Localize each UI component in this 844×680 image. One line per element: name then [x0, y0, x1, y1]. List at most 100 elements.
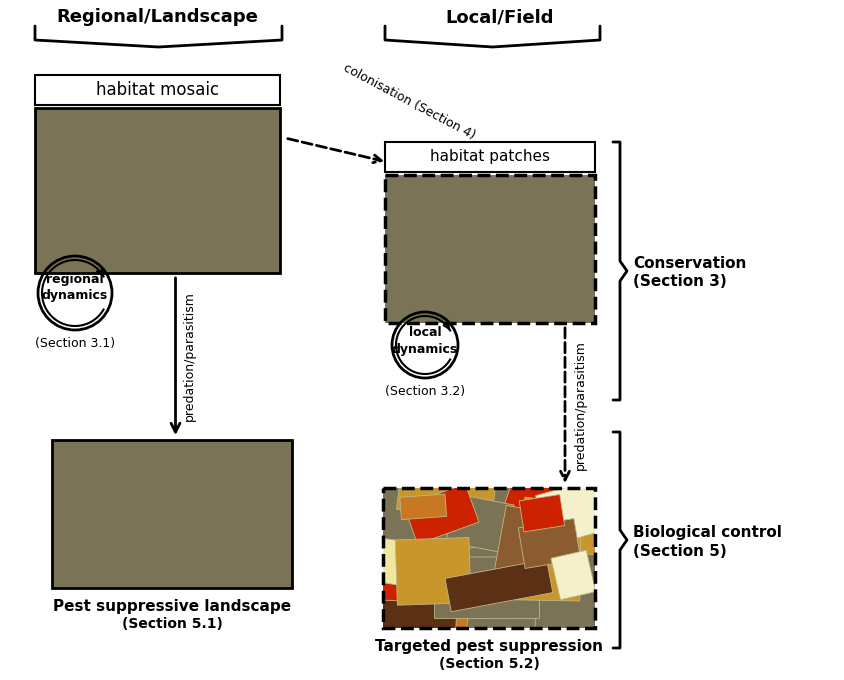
- Polygon shape: [86, 171, 100, 193]
- Polygon shape: [492, 148, 587, 214]
- Polygon shape: [459, 284, 529, 324]
- Polygon shape: [273, 165, 293, 186]
- Polygon shape: [161, 445, 197, 470]
- Polygon shape: [201, 238, 228, 253]
- Polygon shape: [373, 600, 457, 636]
- Polygon shape: [166, 499, 197, 516]
- Polygon shape: [109, 214, 147, 248]
- Polygon shape: [50, 197, 58, 210]
- Polygon shape: [125, 101, 144, 120]
- Text: Conservation: Conservation: [633, 256, 746, 271]
- Polygon shape: [170, 177, 191, 197]
- Polygon shape: [132, 521, 142, 530]
- Text: (Section 5.2): (Section 5.2): [439, 657, 539, 671]
- Polygon shape: [89, 158, 107, 175]
- Text: habitat mosaic: habitat mosaic: [96, 81, 219, 99]
- Polygon shape: [188, 135, 204, 146]
- Polygon shape: [271, 112, 289, 124]
- Polygon shape: [258, 521, 289, 544]
- Polygon shape: [181, 234, 202, 248]
- Polygon shape: [281, 495, 307, 520]
- Polygon shape: [151, 520, 169, 540]
- Polygon shape: [46, 207, 81, 238]
- Polygon shape: [47, 178, 64, 188]
- Polygon shape: [100, 150, 133, 180]
- Polygon shape: [138, 207, 154, 216]
- Polygon shape: [116, 223, 136, 243]
- Polygon shape: [213, 553, 232, 565]
- Polygon shape: [209, 237, 225, 249]
- Bar: [35, 108, 280, 273]
- Polygon shape: [25, 183, 44, 203]
- Polygon shape: [55, 251, 88, 277]
- Polygon shape: [138, 158, 164, 173]
- Polygon shape: [95, 502, 128, 514]
- Polygon shape: [203, 160, 228, 176]
- Polygon shape: [518, 519, 581, 568]
- Polygon shape: [341, 159, 430, 218]
- Polygon shape: [74, 177, 103, 204]
- Polygon shape: [143, 202, 164, 220]
- Polygon shape: [441, 150, 523, 216]
- Polygon shape: [98, 556, 111, 572]
- Polygon shape: [230, 157, 262, 174]
- Polygon shape: [177, 231, 192, 252]
- Polygon shape: [223, 138, 251, 158]
- Polygon shape: [77, 215, 105, 228]
- Polygon shape: [277, 522, 294, 534]
- Polygon shape: [39, 176, 68, 199]
- Text: Regional/Landscape: Regional/Landscape: [57, 8, 258, 26]
- Polygon shape: [439, 180, 481, 228]
- Polygon shape: [112, 501, 130, 516]
- Polygon shape: [154, 175, 180, 192]
- Polygon shape: [84, 109, 99, 132]
- Polygon shape: [263, 526, 290, 545]
- Polygon shape: [215, 188, 241, 214]
- Polygon shape: [465, 288, 511, 344]
- Bar: [383, 488, 595, 628]
- Polygon shape: [79, 522, 99, 537]
- Polygon shape: [45, 430, 62, 447]
- Polygon shape: [106, 516, 122, 527]
- Polygon shape: [83, 179, 111, 201]
- Polygon shape: [60, 256, 95, 287]
- Polygon shape: [126, 571, 160, 590]
- Polygon shape: [84, 452, 104, 471]
- Polygon shape: [181, 137, 204, 158]
- Polygon shape: [176, 186, 192, 208]
- Text: Pest suppressive landscape: Pest suppressive landscape: [53, 598, 291, 613]
- Polygon shape: [165, 522, 182, 533]
- Polygon shape: [145, 242, 171, 261]
- Polygon shape: [213, 216, 227, 228]
- Polygon shape: [250, 160, 262, 170]
- Polygon shape: [428, 279, 488, 346]
- Polygon shape: [74, 214, 93, 226]
- Polygon shape: [537, 282, 639, 348]
- Polygon shape: [256, 245, 275, 265]
- Polygon shape: [247, 511, 258, 521]
- Polygon shape: [383, 266, 465, 324]
- Polygon shape: [239, 507, 248, 515]
- Polygon shape: [95, 480, 118, 500]
- Polygon shape: [153, 171, 167, 181]
- Polygon shape: [435, 557, 539, 618]
- Polygon shape: [475, 149, 518, 213]
- Polygon shape: [192, 445, 208, 464]
- Polygon shape: [81, 163, 108, 186]
- Polygon shape: [446, 494, 514, 553]
- Polygon shape: [203, 496, 236, 515]
- Polygon shape: [231, 489, 262, 507]
- Text: Local/Field: Local/Field: [446, 8, 555, 26]
- Polygon shape: [126, 479, 150, 494]
- Polygon shape: [395, 537, 471, 605]
- Polygon shape: [192, 198, 208, 214]
- Polygon shape: [65, 494, 86, 501]
- Polygon shape: [167, 262, 192, 278]
- Polygon shape: [214, 473, 240, 496]
- Text: Targeted pest suppression: Targeted pest suppression: [375, 639, 603, 653]
- Text: predation/parasitism: predation/parasitism: [183, 292, 196, 422]
- Polygon shape: [73, 526, 104, 550]
- Polygon shape: [94, 483, 122, 507]
- Polygon shape: [495, 549, 590, 598]
- Polygon shape: [55, 551, 80, 573]
